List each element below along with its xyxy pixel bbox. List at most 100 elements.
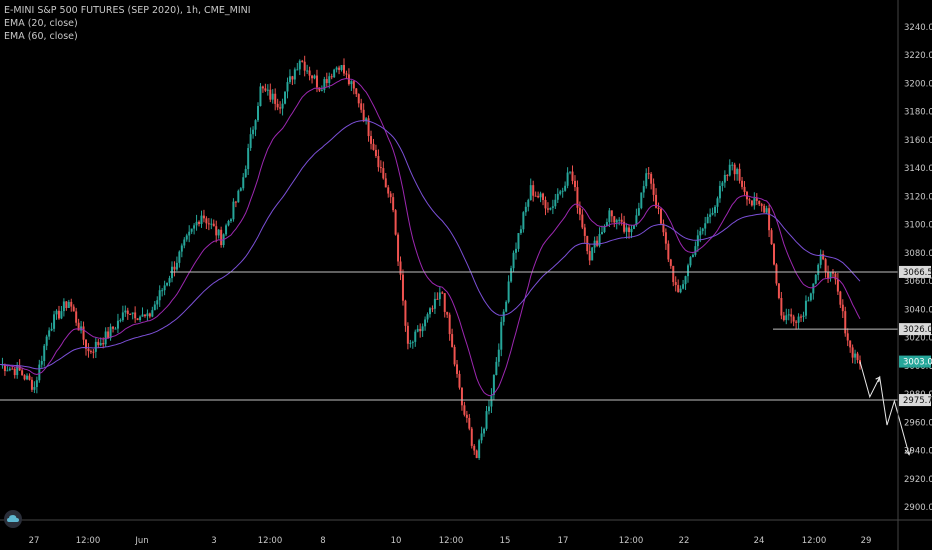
candle-body <box>546 208 549 210</box>
candle-body <box>485 411 488 429</box>
candle-body <box>8 368 11 371</box>
candle-body <box>748 199 751 201</box>
price-tick-label: 3180.00 <box>904 108 932 118</box>
price-tick-label: 3060.00 <box>904 277 932 287</box>
tradingview-logo-icon[interactable] <box>4 510 22 528</box>
candle-body <box>723 174 726 183</box>
candle-body <box>55 310 58 315</box>
ema20-legend[interactable]: EMA (20, close) <box>4 18 78 29</box>
candle-body <box>846 333 849 341</box>
candle-body <box>532 185 535 196</box>
symbol-title[interactable]: E-MINI S&P 500 FUTURES (SEP 2020), 1h, C… <box>4 5 251 16</box>
candle-body <box>839 291 842 305</box>
time-tick-label: 12:00 <box>76 536 101 546</box>
candle-body <box>21 370 24 376</box>
candle-body <box>70 301 73 307</box>
candle-body <box>578 207 581 215</box>
candle-body <box>618 219 621 221</box>
candle-body <box>640 192 643 209</box>
price-tick-label: 3220.00 <box>904 51 932 61</box>
candle-body <box>500 321 503 350</box>
candle-body <box>529 185 532 201</box>
candle-body <box>551 206 554 208</box>
candle-body <box>564 185 567 191</box>
candle-body <box>355 88 358 95</box>
candle-body <box>207 223 210 225</box>
candle-body <box>765 208 768 213</box>
candle-body <box>109 326 112 339</box>
candle-body <box>148 313 151 317</box>
candle-body <box>613 216 616 223</box>
candle-body <box>453 346 456 365</box>
candle-body <box>573 180 576 188</box>
candle-body <box>780 298 783 316</box>
candle-body <box>193 225 196 229</box>
candle-body <box>517 233 520 249</box>
candle-body <box>239 188 242 191</box>
candle-body <box>335 67 338 70</box>
candle-body <box>637 208 640 216</box>
candle-body <box>507 281 510 302</box>
candle-body <box>399 261 402 275</box>
candle-body <box>679 288 682 293</box>
candle-body <box>301 60 304 62</box>
price-tick-label: 2920.00 <box>904 475 932 485</box>
candle-body <box>684 276 687 285</box>
candle-body <box>202 215 205 219</box>
candle-body <box>605 222 608 226</box>
candle-body <box>701 228 704 232</box>
candle-body <box>311 75 314 79</box>
candle-body <box>460 387 463 406</box>
candle-body <box>566 172 569 186</box>
candle-body <box>357 94 360 104</box>
candle-body <box>419 328 422 332</box>
candle-body <box>320 89 323 91</box>
candle-body <box>753 198 756 206</box>
candle-body <box>200 215 203 224</box>
candle-body <box>372 143 375 150</box>
candle-body <box>121 312 124 321</box>
candle-body <box>497 349 500 362</box>
candle-body <box>849 340 852 348</box>
candle-body <box>139 316 142 321</box>
projection-arrow[interactable] <box>859 361 912 456</box>
candle-body <box>431 308 434 310</box>
candle-body <box>603 225 606 233</box>
candle-body <box>286 82 289 92</box>
candle-body <box>266 89 269 91</box>
horizontal-levels-layer[interactable] <box>0 271 898 401</box>
candle-body <box>252 129 255 135</box>
candle-body <box>143 314 146 317</box>
candle-body <box>82 326 85 340</box>
candle-body <box>30 379 33 390</box>
candle-body <box>229 219 232 221</box>
candle-body <box>276 103 279 108</box>
candle-body <box>53 314 56 329</box>
candle-body <box>45 336 48 346</box>
candle-body <box>352 81 355 89</box>
candle-body <box>175 262 178 270</box>
candle-body <box>576 187 579 208</box>
candle-body <box>421 326 424 332</box>
candle-body <box>645 173 648 187</box>
candle-body <box>296 69 299 71</box>
candle-body <box>360 103 363 110</box>
candle-body <box>161 290 164 292</box>
ema60-legend[interactable]: EMA (60, close) <box>4 31 78 42</box>
candle-body <box>549 207 552 210</box>
candle-body <box>834 273 837 280</box>
candle-body <box>237 190 240 203</box>
time-tick-label: 22 <box>679 536 690 546</box>
time-axis[interactable]: 27 12:00 Jun 3 12:00 8 10 12:00 15 17 12:00 22 24 12:… <box>29 536 872 546</box>
candle-body <box>733 164 736 175</box>
candle-body <box>379 167 382 169</box>
time-tick-label: 12:00 <box>258 536 283 546</box>
candle-body <box>249 134 252 149</box>
candle-body <box>247 148 250 170</box>
projection-arrowhead <box>875 376 881 383</box>
candle-body <box>657 207 660 209</box>
candle-body <box>598 234 601 246</box>
candle-body <box>156 300 159 305</box>
candle-body <box>318 87 321 91</box>
